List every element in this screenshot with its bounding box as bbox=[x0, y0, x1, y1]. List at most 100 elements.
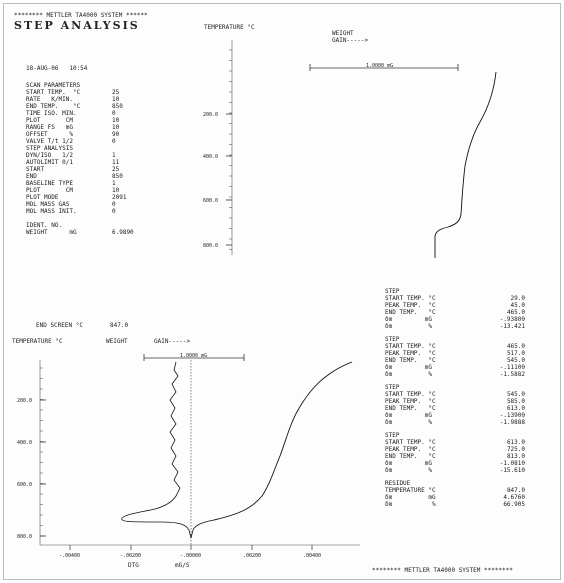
param-value: 10 bbox=[112, 117, 120, 124]
param-value: 10 bbox=[112, 96, 120, 103]
param-value: 25 bbox=[112, 166, 120, 173]
result-label: δm % bbox=[385, 371, 432, 378]
result-label: PEAK TEMP. °C bbox=[385, 446, 436, 453]
param-label: PLOT CM bbox=[26, 187, 73, 194]
result-label: START TEMP. °C bbox=[385, 391, 436, 398]
result-value: 465.0 bbox=[506, 309, 525, 316]
result-label: END TEMP. °C bbox=[385, 453, 436, 460]
dtg-tick-label: .00200 bbox=[243, 553, 261, 559]
result-label: END TEMP. °C bbox=[385, 357, 436, 364]
end-screen-label: END SCREEN °C bbox=[36, 322, 83, 329]
dtg-label: DTG bbox=[128, 562, 139, 569]
param-value: 10 bbox=[112, 187, 120, 194]
result-value: 45.0 bbox=[510, 302, 525, 309]
result-row: START TEMP. °C 613.0 bbox=[385, 439, 525, 446]
result-label: END TEMP. °C bbox=[385, 405, 436, 412]
param-value: 2091 bbox=[112, 194, 127, 201]
result-row: δm mG -.13900 bbox=[385, 412, 525, 419]
residue-block: RESIDUE TEMPERATURE °C 847.0 δm mG 4.6760 δm… bbox=[385, 480, 525, 508]
dtg-axis: -.00400 -.00200 -.00000 .00200 .00400 bbox=[40, 544, 360, 559]
param-row: BASELINE TYPE 1 bbox=[26, 180, 134, 187]
result-value: -1.9888 bbox=[499, 419, 525, 426]
step-heading: STEP bbox=[385, 384, 400, 391]
lower-y-tick-label: 400.0 bbox=[17, 440, 32, 446]
top-temperature-axis: 200.0 400.0 600.0 800.0 bbox=[203, 40, 233, 255]
weight-label: WEIGHT bbox=[332, 30, 354, 37]
result-row: δm % -15.610 bbox=[385, 467, 525, 474]
result-row: δm % -1.5882 bbox=[385, 371, 525, 378]
result-label: TEMPERATURE °C bbox=[385, 487, 436, 494]
param-label: PLOT MODE bbox=[26, 194, 59, 201]
top-y-tick-label: 200.0 bbox=[203, 112, 218, 118]
param-value: 850 bbox=[112, 103, 123, 110]
step-heading: STEP bbox=[385, 336, 400, 343]
result-label: δm % bbox=[385, 501, 436, 508]
step-block: STEP START TEMP. °C 465.0 PEAK TEMP. °C 517.… bbox=[385, 336, 525, 378]
top-y-tick-label: 400.0 bbox=[203, 154, 218, 160]
dtg-curve bbox=[121, 361, 215, 539]
result-value: -.93800 bbox=[499, 316, 525, 323]
result-value: 545.0 bbox=[506, 357, 525, 364]
result-row: δm mG -.93800 bbox=[385, 316, 525, 323]
result-row: δm % 66.905 bbox=[385, 501, 525, 508]
result-label: δm mG bbox=[385, 364, 432, 371]
top-scale-bar: 1.0000 mG bbox=[309, 63, 459, 71]
result-row: δm % -1.9888 bbox=[385, 419, 525, 426]
temperature-label: TEMPERATURE °C bbox=[204, 24, 255, 31]
result-row: δm mG -1.0810 bbox=[385, 460, 525, 467]
param-value: 850 bbox=[112, 173, 123, 180]
param-value: 90 bbox=[112, 131, 120, 138]
result-label: δm mG bbox=[385, 460, 432, 467]
param-value: 1 bbox=[112, 152, 116, 159]
dtg-tick-label: .00400 bbox=[303, 553, 321, 559]
result-value: 813.0 bbox=[506, 453, 525, 460]
param-label: MOL MASS GAS bbox=[26, 201, 70, 208]
weight-param-label: WEIGHT mG bbox=[26, 229, 77, 236]
result-row: START TEMP. °C 29.0 bbox=[385, 295, 525, 302]
lower-weight-label: WEIGHT bbox=[106, 338, 128, 345]
params-heading: SCAN PARAMETERS bbox=[26, 82, 81, 89]
lower-temperature-label: TEMPERATURE °C bbox=[12, 338, 63, 345]
top-y-tick-label: 600.0 bbox=[203, 198, 218, 204]
end-screen-value: 847.0 bbox=[110, 322, 129, 329]
result-row: START TEMP. °C 465.0 bbox=[385, 343, 525, 350]
param-row: AUTOLIMIT 0/1 11 bbox=[26, 159, 134, 166]
top-y-tick-label: 800.0 bbox=[203, 243, 218, 249]
param-row: RATE K/MIN. 10 bbox=[26, 96, 134, 103]
param-label: AUTOLIMIT 0/1 bbox=[26, 159, 73, 166]
param-row: TIME ISO. MIN. 0 bbox=[26, 110, 134, 117]
dtg-tick-label: -.00200 bbox=[120, 553, 141, 559]
param-label: END TEMP. °C bbox=[26, 103, 81, 110]
param-row: PLOT MODE 2091 bbox=[26, 194, 134, 201]
param-label: VALVE T/t 1/2 bbox=[26, 138, 73, 145]
param-row: VALVE T/t 1/2 0 bbox=[26, 138, 134, 145]
param-value: 11 bbox=[112, 159, 120, 166]
result-row: PEAK TEMP. °C 725.0 bbox=[385, 446, 525, 453]
result-value: 517.0 bbox=[506, 350, 525, 357]
result-value: 613.0 bbox=[506, 405, 525, 412]
result-value: -.13900 bbox=[499, 412, 525, 419]
result-row: PEAK TEMP. °C 585.0 bbox=[385, 398, 525, 405]
step-block: STEP START TEMP. °C 545.0 PEAK TEMP. °C 585.… bbox=[385, 384, 525, 426]
param-label: OFFSET % bbox=[26, 131, 73, 138]
result-label: PEAK TEMP. °C bbox=[385, 302, 436, 309]
page-title: STEP ANALYSIS bbox=[14, 19, 140, 32]
lower-gain-label: GAIN-----> bbox=[154, 338, 191, 345]
result-value: -1.0810 bbox=[499, 460, 525, 467]
result-label: δm % bbox=[385, 323, 432, 330]
result-label: δm mG bbox=[385, 494, 436, 501]
dtg-tick-label: -.00400 bbox=[59, 553, 80, 559]
residue-heading: RESIDUE bbox=[385, 480, 411, 487]
weight-param-value: 6.9890 bbox=[112, 229, 134, 236]
param-row: PLOT CM 10 bbox=[26, 187, 134, 194]
param-label: END bbox=[26, 173, 37, 180]
scan-parameters: SCAN PARAMETERS START TEMP. °C 25 RATE K/M… bbox=[26, 82, 134, 236]
param-row: RANGE FS mG 10 bbox=[26, 124, 134, 131]
param-row: START TEMP. °C 25 bbox=[26, 89, 134, 96]
lower-y-tick-label: 600.0 bbox=[17, 482, 32, 488]
result-label: PEAK TEMP. °C bbox=[385, 350, 436, 357]
lower-scale-label: 1.0000 mG bbox=[180, 353, 207, 359]
top-tg-curve bbox=[434, 71, 497, 258]
param-value: 10 bbox=[112, 124, 120, 131]
